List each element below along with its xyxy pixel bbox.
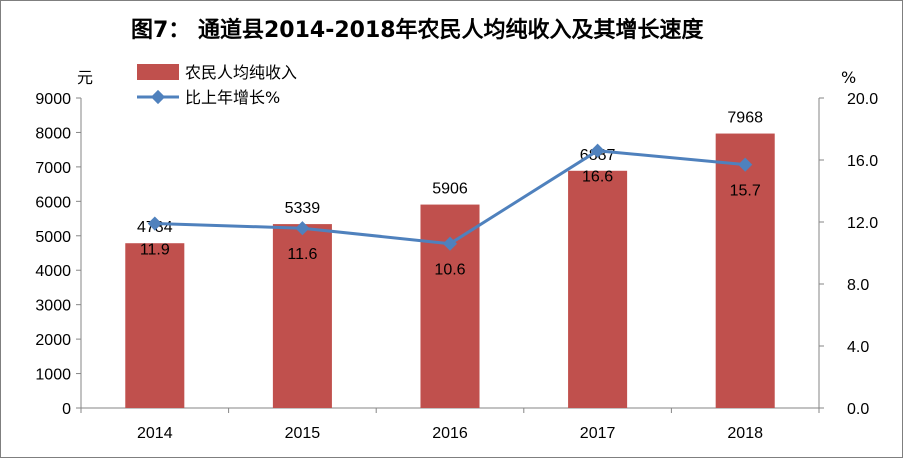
right-axis-tick-label: 0.0 xyxy=(847,401,869,418)
legend-line-label: 比上年增长% xyxy=(185,88,280,107)
bar xyxy=(272,224,332,408)
left-axis-tick-label: 6000 xyxy=(35,194,71,211)
x-axis-tick-label: 2017 xyxy=(580,425,616,442)
line-data-label: 11.9 xyxy=(140,242,170,259)
line-point-marker xyxy=(442,236,458,251)
left-axis-tick-label: 1000 xyxy=(35,367,71,384)
right-axis-tick-label: 12.0 xyxy=(847,215,878,232)
left-axis-tick-label: 4000 xyxy=(35,263,71,280)
line-point-marker xyxy=(147,216,162,231)
right-axis-unit: % xyxy=(841,68,856,87)
line-data-label: 11.6 xyxy=(287,246,317,263)
x-axis-tick-label: 2018 xyxy=(727,425,763,442)
bar xyxy=(420,204,480,408)
right-axis-tick-label: 4.0 xyxy=(847,339,869,356)
bar-data-label: 5906 xyxy=(432,181,468,198)
legend: 农民人均纯收入 比上年增长% xyxy=(137,63,297,107)
right-axis-tick-label: 8.0 xyxy=(847,277,869,294)
bar-data-label: 7968 xyxy=(727,110,763,127)
left-axis-tick-label: 7000 xyxy=(35,160,71,177)
left-axis-tick-label: 8000 xyxy=(35,125,71,142)
line-point-marker xyxy=(295,221,310,236)
bar-data-label: 5339 xyxy=(285,200,321,217)
bar xyxy=(715,133,775,408)
legend-bar-label: 农民人均纯收入 xyxy=(185,63,297,82)
x-axis-tick-label: 2015 xyxy=(285,425,321,442)
left-axis-tick-label: 9000 xyxy=(35,91,71,108)
x-axis-tick-label: 2016 xyxy=(432,425,468,442)
x-axis-tick-label: 2014 xyxy=(137,425,173,442)
left-axis-tick-label: 2000 xyxy=(35,332,71,349)
line-data-label: 15.7 xyxy=(730,183,761,200)
legend-line-marker xyxy=(150,89,166,105)
left-axis-unit: 元 xyxy=(77,68,93,87)
legend-bar-swatch xyxy=(137,64,179,80)
line-point-marker xyxy=(590,143,605,158)
chart-title: 图7： 通道县2014-2018年农民人均纯收入及其增长速度 xyxy=(131,17,705,43)
left-axis-tick-label: 5000 xyxy=(35,229,71,246)
left-axis-tick-label: 3000 xyxy=(35,298,71,315)
line-point-marker xyxy=(738,157,753,172)
plot-area: 0 1000 2000 3000 4000 5000 6000 7000 8000 9000 0.0… xyxy=(35,91,878,442)
bar xyxy=(568,170,628,408)
line-data-label: 16.6 xyxy=(582,169,613,186)
right-axis-tick-label: 20.0 xyxy=(847,91,878,108)
bar xyxy=(125,243,185,408)
line-data-label: 10.6 xyxy=(434,262,465,279)
right-axis-tick-label: 16.0 xyxy=(847,153,878,170)
left-axis-tick-label: 0 xyxy=(62,401,71,418)
